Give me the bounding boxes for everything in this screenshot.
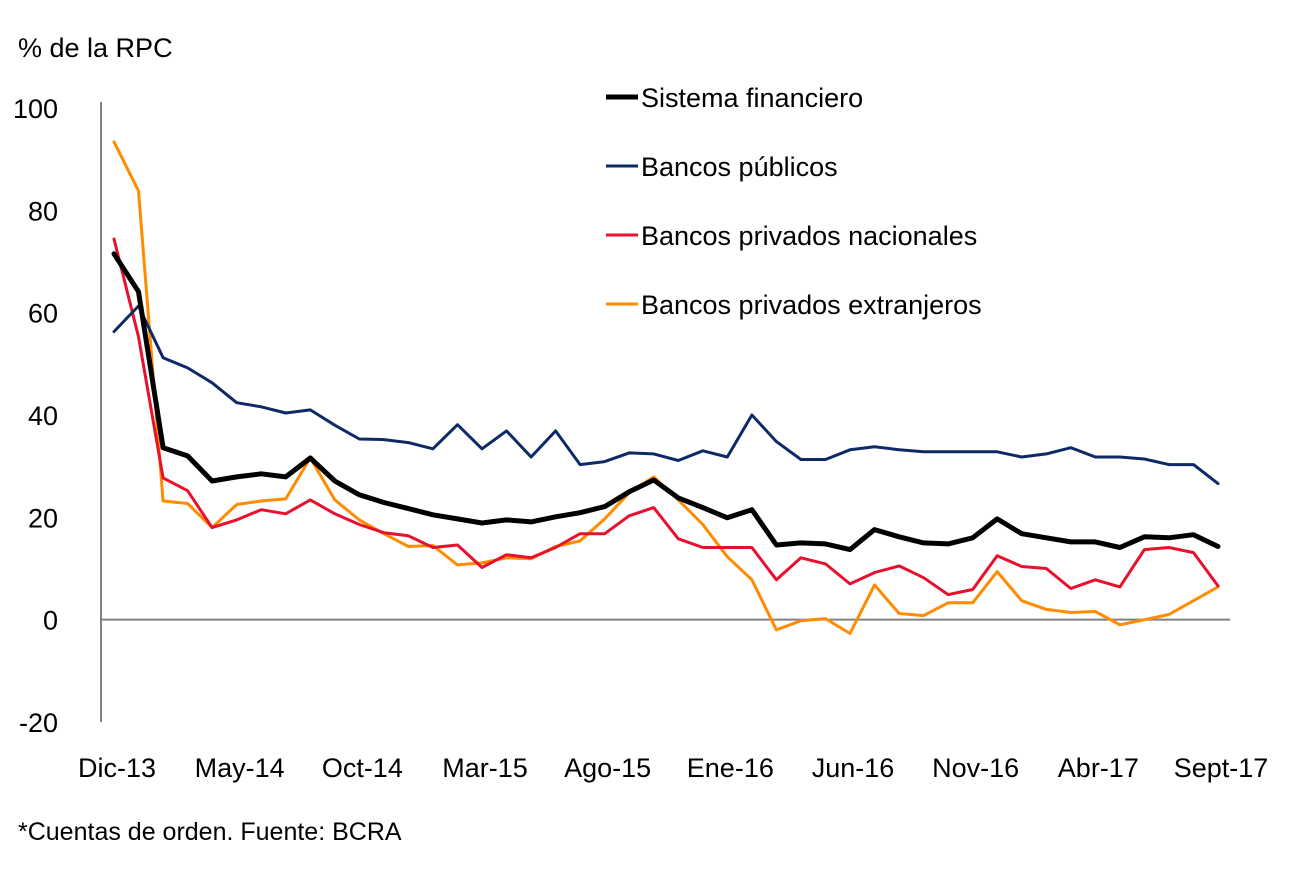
y-tick-label: 60 [28, 299, 58, 329]
y-axis-ticks: -20 0 20 40 60 80 100 [13, 94, 58, 738]
series-line-bancos-privados-nacionales [112, 237, 1220, 597]
legend-item: Bancos privados extranjeros [606, 290, 982, 320]
legend-label: Sistema financiero [641, 83, 863, 113]
x-tick-label: Jun-16 [812, 753, 895, 783]
y-axis-title: % de la RPC [18, 33, 173, 63]
x-tick-label: Ago-15 [564, 753, 651, 783]
legend-item: Sistema financiero [606, 83, 863, 113]
legend: Sistema financiero Bancos públicos Bancos … [606, 83, 982, 320]
x-tick-label: Dic-13 [78, 753, 156, 783]
series-line-sistema-financiero [111, 251, 1221, 553]
x-tick-label: May-14 [195, 753, 285, 783]
y-tick-label: 0 [43, 606, 58, 636]
x-tick-label: Oct-14 [322, 753, 403, 783]
legend-item: Bancos privados nacionales [606, 221, 977, 251]
x-tick-label: Abr-17 [1058, 753, 1139, 783]
legend-label: Bancos privados nacionales [641, 221, 977, 251]
y-tick-label: -20 [19, 708, 58, 738]
series-layer [111, 140, 1221, 635]
x-axis-ticks: Dic-13 May-14 Oct-14 Mar-15 Ago-15 Ene-16 Jun-… [78, 753, 1268, 783]
y-tick-label: 100 [13, 94, 58, 124]
series-line-bancos-privados-extranjeros [112, 140, 1220, 635]
y-tick-label: 80 [28, 196, 58, 226]
x-tick-label: Mar-15 [442, 753, 528, 783]
footnote: *Cuentas de orden. Fuente: BCRA [18, 818, 402, 846]
series-line-bancos-p-blicos [112, 304, 1220, 486]
x-tick-label: Nov-16 [932, 753, 1019, 783]
y-tick-label: 20 [28, 503, 58, 533]
y-tick-label: 40 [28, 401, 58, 431]
legend-label: Bancos privados extranjeros [641, 290, 982, 320]
legend-item: Bancos públicos [606, 152, 838, 182]
x-tick-label: Sept-17 [1174, 753, 1269, 783]
x-tick-label: Ene-16 [687, 753, 774, 783]
legend-label: Bancos públicos [641, 152, 838, 182]
